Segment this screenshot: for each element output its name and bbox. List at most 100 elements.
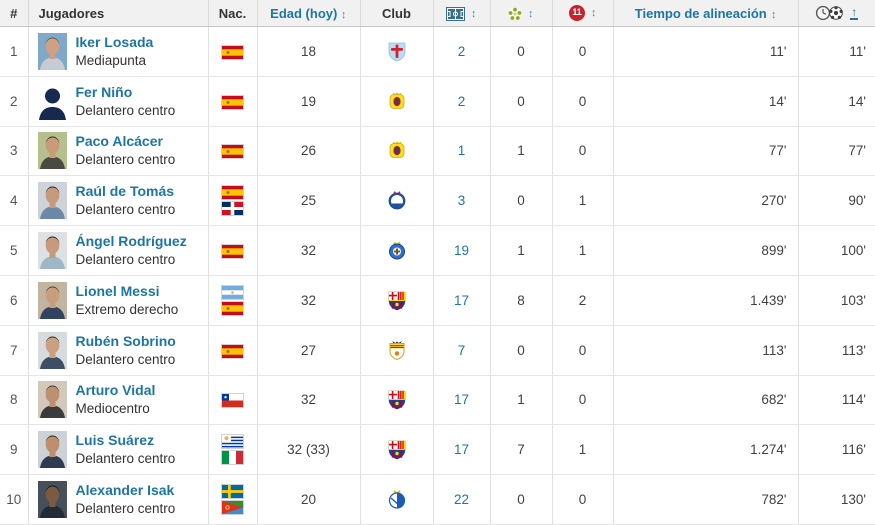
espanyol-crest-icon[interactable] — [386, 191, 408, 210]
barcelona-crest-icon[interactable] — [386, 291, 408, 311]
spain-flag-icon — [221, 244, 244, 260]
appearances-link[interactable]: 7 — [457, 342, 466, 358]
player-name-link[interactable]: Ángel Rodríguez — [75, 233, 187, 250]
appearances-link[interactable]: 17 — [453, 442, 470, 458]
player-name-link[interactable]: Rubén Sobrino — [75, 332, 176, 349]
appearances-cell[interactable]: 22 — [433, 474, 491, 525]
rank-cell: 5 — [0, 225, 29, 276]
player-photo[interactable] — [37, 182, 67, 220]
player-name-link[interactable]: Iker Losada — [75, 33, 154, 50]
player-photo[interactable] — [37, 281, 67, 319]
player-cell: Alexander Isak Delantero centro — [28, 474, 209, 525]
player-photo[interactable] — [37, 431, 67, 469]
rank-value: 6 — [9, 292, 18, 308]
player-name-link[interactable]: Paco Alcácer — [75, 133, 163, 150]
valencia-crest-icon[interactable] — [386, 340, 408, 360]
minutes-per-goal-value: 114' — [841, 392, 866, 408]
club-cell[interactable] — [360, 325, 434, 376]
club-cell[interactable] — [360, 424, 434, 476]
rank-value: 9 — [9, 442, 18, 458]
club-cell[interactable] — [360, 375, 434, 426]
minutes-sort-link[interactable]: Tiempo de alineación — [634, 5, 767, 21]
ball-icon[interactable] — [829, 6, 844, 21]
player-cell: Ángel Rodríguez Delantero centro — [28, 225, 209, 276]
player-name-link[interactable]: Lionel Messi — [75, 282, 160, 299]
barcelona-crest-icon[interactable] — [386, 440, 408, 460]
appearances-cell[interactable]: 17 — [433, 275, 491, 326]
penalty-11-icon[interactable]: 11 — [568, 5, 585, 22]
appearances-link[interactable]: 17 — [453, 292, 470, 308]
assists-value: 1 — [517, 243, 525, 259]
football-pitch-icon[interactable] — [446, 6, 466, 21]
appearances-cell[interactable]: 3 — [433, 175, 491, 227]
appearances-cell[interactable]: 2 — [433, 26, 491, 77]
player-name-link[interactable]: Raúl de Tomás — [75, 183, 175, 200]
col-header-appearances[interactable]: ↕ — [433, 0, 491, 27]
minutes-per-goal-cell: 130' — [798, 474, 875, 525]
club-cell[interactable] — [360, 26, 434, 77]
player-name-link[interactable]: Fer Niño — [75, 83, 133, 100]
italy-flag-icon — [221, 450, 244, 466]
appearances-cell[interactable]: 17 — [433, 424, 491, 476]
minutes-per-goal-value: 116' — [841, 442, 866, 458]
col-header-minutes[interactable]: Tiempo de alineación ↕ — [613, 0, 799, 27]
appearances-cell[interactable]: 1 — [433, 126, 491, 177]
villarreal-crest-icon[interactable] — [386, 92, 408, 109]
minutes-cell: 1.274' — [613, 424, 799, 476]
club-cell[interactable] — [360, 474, 434, 525]
appearances-link[interactable]: 2 — [457, 93, 466, 109]
player-photo[interactable] — [37, 82, 67, 120]
col-header-penalties[interactable]: 11 ↕ — [552, 0, 614, 27]
clock-icon[interactable] — [815, 5, 831, 21]
real-sociedad-crest-icon[interactable] — [386, 490, 408, 509]
appearances-link[interactable]: 1 — [457, 143, 466, 159]
player-photo[interactable] — [37, 132, 67, 170]
appearances-link[interactable]: 22 — [453, 492, 470, 508]
col-header-age[interactable]: Edad (hoy) ↕ — [257, 0, 361, 27]
rank-cell: 10 — [0, 474, 29, 525]
assists-cell: 0 — [490, 76, 553, 127]
player-photo[interactable] — [37, 32, 67, 70]
penalties-value: 0 — [578, 93, 587, 109]
appearances-link[interactable]: 19 — [453, 243, 470, 259]
sort-icon[interactable]: ↕ — [591, 7, 596, 20]
col-header-minutes-per-goal[interactable]: ↑ — [798, 0, 875, 27]
sort-icon[interactable]: ↕ — [528, 7, 534, 20]
player-photo[interactable] — [37, 381, 67, 419]
rank-value: 4 — [9, 193, 18, 209]
appearances-cell[interactable]: 7 — [433, 325, 491, 376]
appearances-link[interactable]: 2 — [457, 43, 466, 59]
minutes-per-goal-value: 130' — [840, 492, 866, 508]
club-cell[interactable] — [360, 275, 434, 326]
appearances-cell[interactable]: 17 — [433, 375, 491, 426]
player-position: Delantero centro — [75, 252, 176, 268]
appearances-link[interactable]: 3 — [457, 193, 466, 209]
sort-icon[interactable]: ↕ — [341, 8, 347, 21]
player-photo[interactable] — [37, 481, 67, 519]
club-cell[interactable] — [360, 126, 434, 177]
player-name-link[interactable]: Alexander Isak — [75, 482, 175, 499]
sort-icon[interactable]: ↕ — [471, 7, 477, 20]
player-photo[interactable] — [37, 331, 67, 369]
barcelona-crest-icon[interactable] — [386, 391, 408, 410]
villarreal-crest-icon[interactable] — [386, 141, 408, 159]
assist-ball-icon[interactable] — [508, 7, 522, 21]
player-photo[interactable] — [37, 232, 67, 270]
club-cell[interactable] — [360, 175, 434, 227]
col-header-assists[interactable]: ↕ — [490, 0, 553, 27]
club-cell[interactable] — [360, 225, 434, 276]
player-name-link[interactable]: Luis Suárez — [75, 432, 155, 449]
appearances-cell[interactable]: 19 — [433, 225, 491, 276]
sort-ascending-icon[interactable]: ↑ — [850, 4, 859, 20]
appearances-link[interactable]: 17 — [453, 392, 470, 408]
sort-icon[interactable]: ↕ — [771, 8, 776, 21]
assists-value: 0 — [517, 342, 525, 358]
player-name-link[interactable]: Arturo Vidal — [75, 382, 156, 399]
age-sort-link[interactable]: Edad (hoy) — [270, 5, 338, 21]
club-cell[interactable] — [360, 76, 434, 127]
celta-vigo-crest-icon[interactable] — [386, 42, 408, 62]
appearances-cell[interactable]: 2 — [433, 76, 491, 127]
minutes-value: 1.439' — [750, 292, 787, 308]
penalties-cell: 0 — [552, 76, 614, 127]
getafe-crest-icon[interactable] — [386, 241, 408, 260]
